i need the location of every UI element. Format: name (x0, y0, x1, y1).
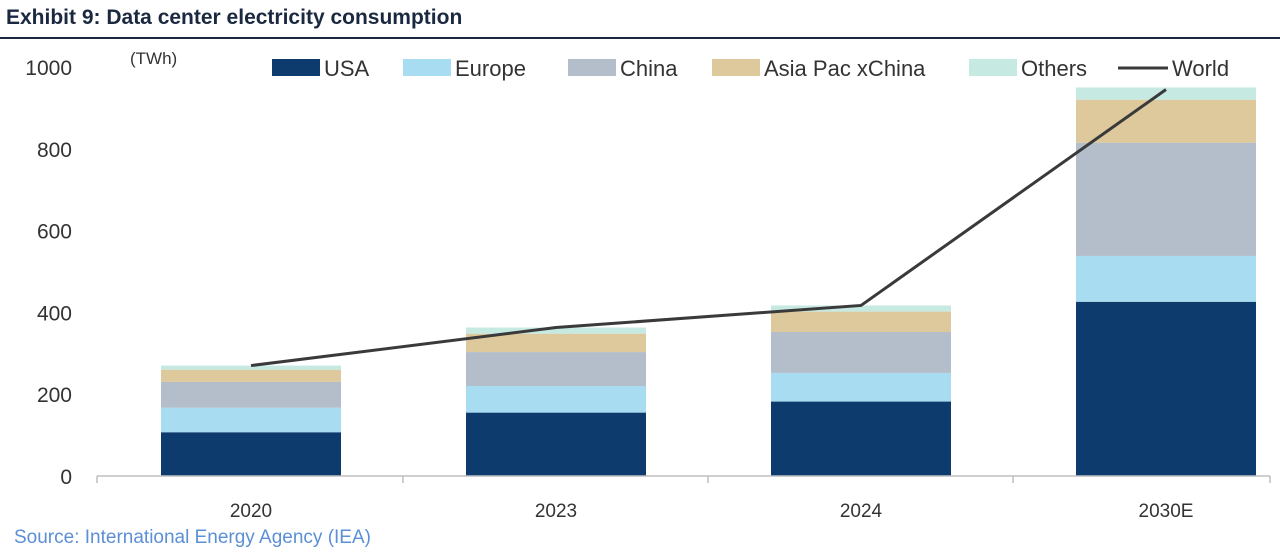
y-axis: 0 200 400 600 800 1000 (25, 57, 72, 489)
legend: USA Europe China Asia Pac xChina Others World (272, 56, 1229, 81)
bar-stack-2023 (466, 327, 646, 476)
y-tick-label: 1000 (25, 57, 72, 80)
y-tick-label: 0 (60, 466, 72, 489)
legend-swatch-china (568, 59, 616, 76)
bar-segment-others (1076, 87, 1256, 100)
legend-label-china: China (620, 56, 678, 81)
legend-label-europe: Europe (455, 56, 526, 81)
x-axis: 2020 2023 2024 2030E (96, 475, 1271, 522)
bar-segment-asia-pac-xchina (466, 333, 646, 353)
bar-segment-others (771, 305, 951, 312)
bars (161, 87, 1256, 476)
x-tick-label: 2023 (535, 501, 577, 522)
world-line-layer (250, 88, 1167, 368)
y-tick-label: 200 (37, 384, 72, 407)
bar-segment-china (161, 381, 341, 408)
bar-segment-china (771, 332, 951, 373)
bar-stack-2030E (1076, 87, 1256, 476)
legend-swatch-asia-pac-xchina (712, 59, 760, 76)
legend-swatch-others (969, 59, 1017, 76)
unit-label: (TWh) (130, 49, 177, 68)
legend-swatch-europe (403, 59, 451, 76)
bar-segment-europe (771, 372, 951, 402)
legend-label-asia-pac-xchina: Asia Pac xChina (764, 56, 926, 81)
legend-swatch-usa (272, 59, 320, 76)
bar-segment-asia-pac-xchina (1076, 99, 1256, 143)
bar-segment-europe (161, 407, 341, 433)
bar-segment-usa (1076, 301, 1256, 476)
bar-segment-china (466, 352, 646, 387)
legend-label-usa: USA (324, 56, 370, 81)
bar-segment-europe (1076, 255, 1256, 302)
legend-label-world: World (1172, 56, 1229, 81)
bar-segment-usa (771, 401, 951, 476)
bar-segment-others (466, 327, 646, 334)
x-tick-label: 2024 (840, 501, 883, 522)
legend-label-others: Others (1021, 56, 1087, 81)
bar-segment-usa (161, 432, 341, 476)
bar-segment-asia-pac-xchina (771, 311, 951, 333)
bar-stack-2024 (771, 305, 951, 476)
title-rule (0, 37, 1280, 39)
y-tick-label: 400 (37, 302, 72, 325)
bar-segment-others (161, 365, 341, 370)
bar-segment-usa (466, 412, 646, 476)
y-tick-label: 800 (37, 139, 72, 162)
chart-title: Exhibit 9: Data center electricity consu… (6, 6, 463, 29)
x-tick-label: 2020 (230, 501, 272, 522)
bar-segment-europe (466, 386, 646, 413)
source-note: Source: International Energy Agency (IEA… (14, 527, 371, 548)
bar-segment-china (1076, 142, 1256, 256)
world-line (250, 88, 1167, 368)
bar-segment-asia-pac-xchina (161, 369, 341, 382)
bar-stack-2020 (161, 365, 341, 476)
y-tick-label: 600 (37, 221, 72, 244)
x-tick-label: 2030E (1139, 501, 1194, 522)
